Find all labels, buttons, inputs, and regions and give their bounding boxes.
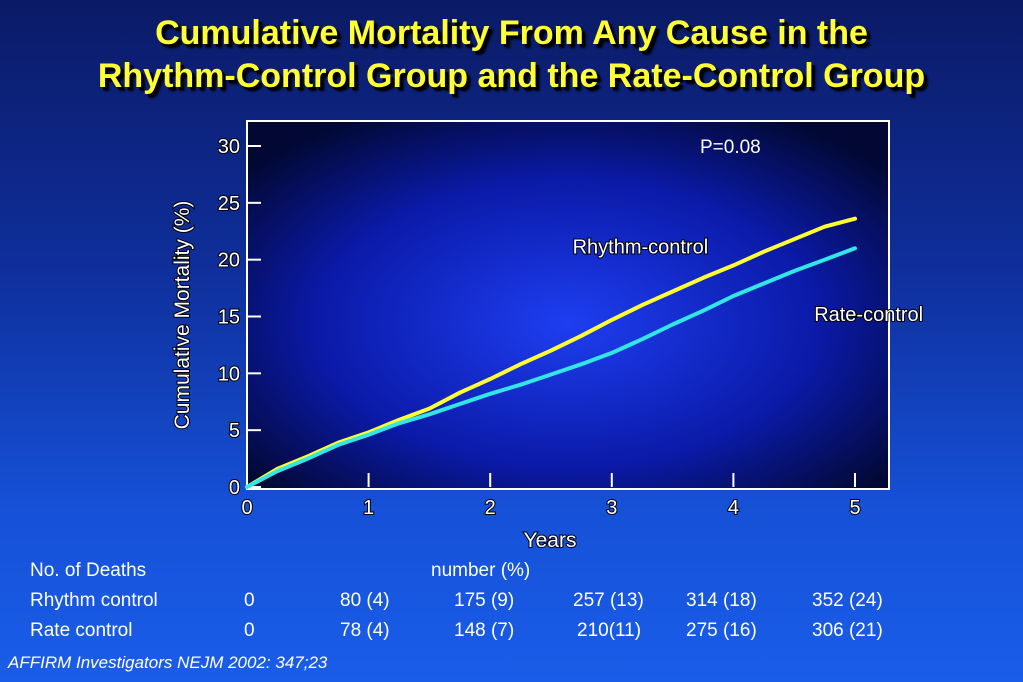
table-cell: 148 (7) bbox=[454, 620, 515, 641]
chart-title-line-1: Cumulative Mortality From Any Cause in t… bbox=[155, 14, 868, 52]
data-point bbox=[701, 309, 705, 313]
data-point bbox=[853, 217, 857, 221]
data-point bbox=[488, 392, 492, 396]
data-point bbox=[640, 303, 644, 307]
data-point bbox=[245, 485, 249, 489]
table-cell: 0 bbox=[244, 620, 255, 641]
table-cell: 210(11) bbox=[577, 620, 642, 641]
deaths-header-unit: number (%) bbox=[431, 560, 531, 581]
data-point bbox=[792, 237, 796, 241]
data-point bbox=[579, 334, 583, 338]
deaths-header-label: No. of Deaths bbox=[30, 560, 147, 581]
y-tick-label: 5 bbox=[229, 420, 240, 442]
data-point bbox=[731, 294, 735, 298]
x-tick-label: 3 bbox=[606, 497, 617, 519]
data-point bbox=[762, 250, 766, 254]
data-point bbox=[610, 351, 614, 355]
table-cell: 275 (16) bbox=[686, 620, 757, 641]
x-axis-label: Years bbox=[524, 529, 577, 552]
data-point bbox=[610, 318, 614, 322]
data-point bbox=[306, 457, 310, 461]
data-point bbox=[367, 433, 371, 437]
data-point bbox=[579, 362, 583, 366]
data-point bbox=[458, 402, 462, 406]
y-tick-label: 30 bbox=[218, 136, 240, 158]
data-point bbox=[427, 407, 431, 411]
data-point bbox=[397, 421, 401, 425]
data-point bbox=[427, 412, 431, 416]
data-point bbox=[762, 282, 766, 286]
y-tick-label: 10 bbox=[218, 363, 240, 385]
data-point bbox=[823, 225, 827, 229]
p-value-annotation: P=0.08 bbox=[700, 137, 761, 158]
data-point bbox=[397, 418, 401, 422]
y-axis-label: Cumulative Mortality (%) bbox=[171, 201, 194, 430]
data-point bbox=[519, 362, 523, 366]
x-tick-label: 0 bbox=[241, 497, 252, 519]
table-cell: 78 (4) bbox=[340, 620, 390, 641]
table-cell: 80 (4) bbox=[340, 590, 390, 611]
x-tick-label: 4 bbox=[728, 497, 739, 519]
data-point bbox=[275, 469, 279, 473]
y-tick-label: 0 bbox=[229, 477, 240, 499]
source-citation: AFFIRM Investigators NEJM 2002: 347;23 bbox=[8, 653, 328, 672]
data-point bbox=[549, 372, 553, 376]
data-point bbox=[336, 443, 340, 447]
table-cell: 175 (9) bbox=[454, 590, 515, 611]
table-cell: 352 (24) bbox=[812, 590, 883, 611]
data-point bbox=[701, 276, 705, 280]
x-tick-label: 2 bbox=[485, 497, 496, 519]
y-tick-label: 20 bbox=[218, 250, 240, 272]
table-cell: 306 (21) bbox=[812, 620, 883, 641]
chart-title: Cumulative Mortality From Any Cause in t… bbox=[0, 12, 1023, 98]
data-point bbox=[671, 289, 675, 293]
y-tick-label: 15 bbox=[218, 307, 240, 329]
x-tick-label: 5 bbox=[849, 497, 860, 519]
data-point bbox=[488, 377, 492, 381]
row-label: Rate control bbox=[30, 620, 133, 641]
series-label: Rhythm-control bbox=[573, 236, 709, 258]
table-cell: 257 (13) bbox=[573, 590, 644, 611]
y-tick-label: 25 bbox=[218, 193, 240, 215]
data-point bbox=[823, 258, 827, 262]
data-point bbox=[731, 263, 735, 267]
data-point bbox=[458, 391, 462, 395]
series-label: Rate-control bbox=[814, 304, 923, 326]
table-cell: 0 bbox=[244, 590, 255, 611]
data-point bbox=[549, 349, 553, 353]
data-point bbox=[519, 383, 523, 387]
deaths-row-rhythm-control: Rhythm control 0 80 (4) 175 (9) 257 (13)… bbox=[30, 588, 930, 614]
row-label: Rhythm control bbox=[30, 590, 158, 611]
data-point bbox=[671, 322, 675, 326]
x-tick-label: 1 bbox=[363, 497, 374, 519]
deaths-row-rate-control: Rate control 0 78 (4) 148 (7) 210(11) 27… bbox=[30, 618, 930, 644]
data-point bbox=[792, 269, 796, 273]
data-point bbox=[640, 337, 644, 341]
mortality-chart: 0 5 10 15 20 25 30 0 1 2 3 4 5 Rhythm-control Rate-co… bbox=[170, 120, 924, 553]
table-cell: 314 (18) bbox=[686, 590, 757, 611]
chart-title-line-2: Rhythm-Control Group and the Rate-Contro… bbox=[97, 57, 926, 95]
data-point bbox=[853, 246, 857, 250]
plot-area bbox=[246, 120, 890, 490]
deaths-table-header: No. of Deaths number (%) bbox=[30, 558, 930, 584]
